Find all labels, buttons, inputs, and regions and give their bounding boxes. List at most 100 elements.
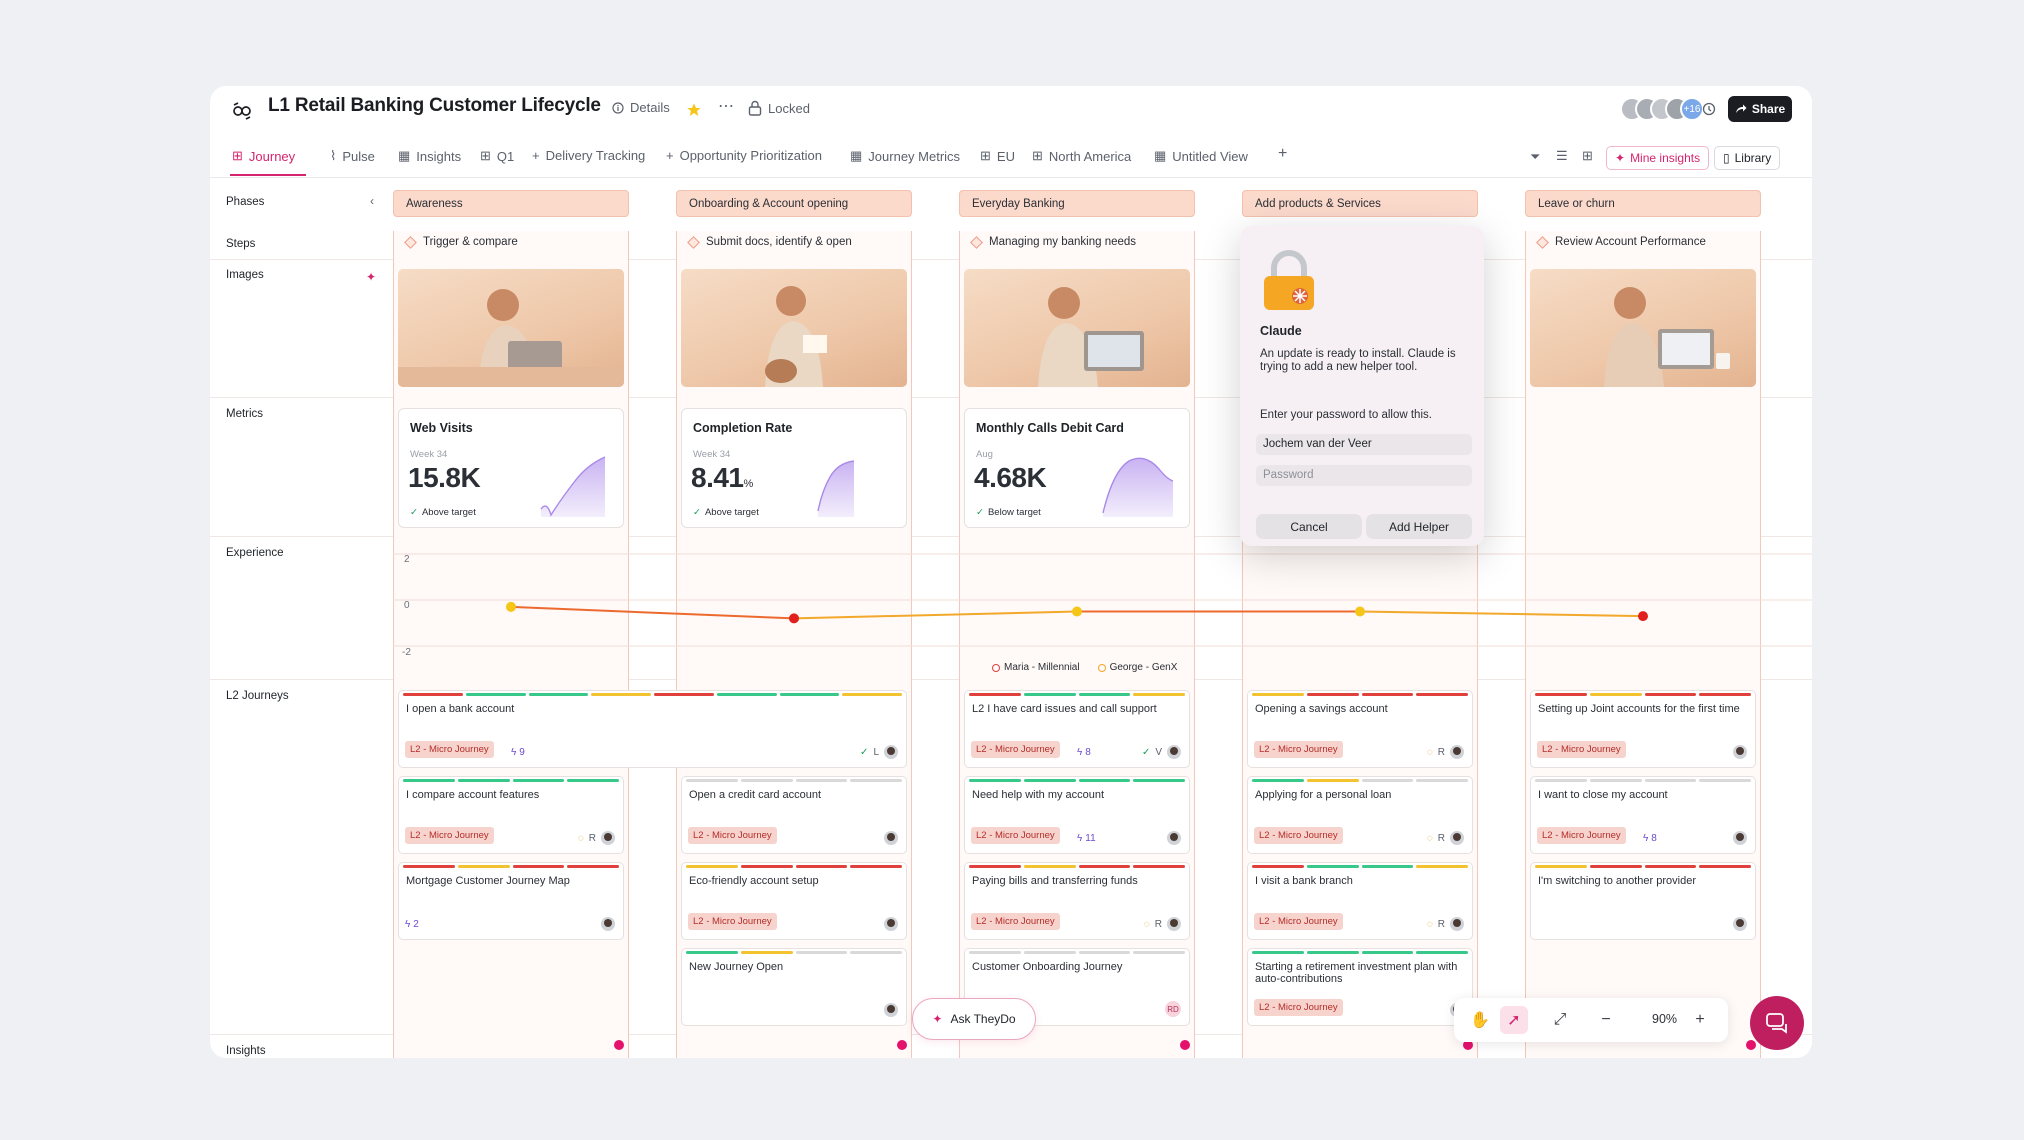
tab-eu[interactable]: ⊞ EU: [980, 148, 1015, 164]
tab-journey-metrics[interactable]: ▦ Journey Metrics: [850, 148, 960, 164]
persona-image[interactable]: [398, 269, 624, 387]
experience-point[interactable]: [1638, 611, 1648, 622]
zoom-in-icon[interactable]: +: [1695, 1011, 1705, 1028]
journey-card[interactable]: I compare account features L2 - Micro Jou…: [398, 776, 624, 854]
insight-marker[interactable]: [614, 1040, 624, 1050]
tab-untitled-view[interactable]: ▦ Untitled View: [1154, 148, 1248, 164]
details-button[interactable]: Details: [612, 100, 670, 115]
step-item[interactable]: Submit docs, identify & open: [681, 228, 907, 256]
ask-theydo-button[interactable]: ✦ Ask TheyDo: [912, 998, 1036, 1040]
journey-sentiment-bars: [969, 779, 1185, 782]
journey-meta: [601, 917, 615, 931]
journey-card[interactable]: Paying bills and transferring funds L2 - …: [964, 862, 1190, 940]
journey-card[interactable]: I open a bank account L2 - Micro Journey ϟ…: [398, 690, 907, 768]
journey-card[interactable]: I'm switching to another provider: [1530, 862, 1756, 940]
micro-journey-tag: L2 - Micro Journey: [1254, 913, 1343, 930]
step-item[interactable]: Trigger & compare: [398, 228, 624, 256]
sentiment-bar: [465, 693, 526, 696]
experience-point[interactable]: [1072, 606, 1082, 617]
locked-button[interactable]: Locked: [748, 100, 810, 116]
step-diamond-icon: [687, 235, 700, 249]
metric-card[interactable]: Completion Rate Week 34 8.41% ✓ Above tar…: [681, 408, 907, 528]
journey-card[interactable]: L2 I have card issues and call support L2…: [964, 690, 1190, 768]
cancel-button[interactable]: Cancel: [1256, 514, 1362, 539]
library-button[interactable]: ▯ Library: [1714, 146, 1781, 170]
tab-insights[interactable]: ▦ Insights: [398, 148, 461, 164]
mine-insights-button[interactable]: ✦ Mine insights: [1606, 146, 1710, 170]
journey-card[interactable]: Open a credit card account L2 - Micro Jou…: [681, 776, 907, 854]
sparkle-icon[interactable]: ✦: [366, 270, 377, 284]
insight-marker[interactable]: [1746, 1040, 1756, 1050]
filter-icon[interactable]: ⏷: [1530, 149, 1541, 164]
insight-marker[interactable]: [897, 1040, 907, 1050]
tab-journey[interactable]: ⊞ Journey: [232, 148, 295, 164]
journey-card[interactable]: Mortgage Customer Journey Map ϟ 2: [398, 862, 624, 940]
collaborator-avatars[interactable]: +16: [1620, 97, 1704, 121]
journey-card[interactable]: Opening a savings account L2 - Micro Jour…: [1247, 690, 1473, 768]
more-icon[interactable]: ⋯: [718, 98, 734, 115]
journey-card[interactable]: Starting a retirement investment plan wi…: [1247, 948, 1473, 1026]
sentiment-bar: [1306, 779, 1359, 782]
legend-item: Maria - Millennial: [992, 662, 1080, 673]
settings-sliders-icon[interactable]: ☰: [1556, 148, 1568, 163]
journey-card[interactable]: Eco-friendly account setup L2 - Micro Jou…: [681, 862, 907, 940]
fit-screen-icon[interactable]: ⤢: [1553, 1011, 1567, 1028]
phase-header[interactable]: Add products & Services: [1242, 190, 1478, 217]
step-item[interactable]: Managing my banking needs: [964, 228, 1190, 256]
journey-title: I visit a bank branch: [1255, 875, 1353, 887]
sentiment-bar: [1361, 865, 1414, 868]
chat-button[interactable]: [1750, 996, 1804, 1050]
mine-insights-label: Mine insights: [1630, 151, 1701, 165]
phase-header[interactable]: Everyday Banking: [959, 190, 1195, 217]
map-view-icon[interactable]: ⊞: [1582, 148, 1593, 163]
sentiment-bar: [850, 865, 902, 868]
journey-title: L2 I have card issues and call support: [972, 703, 1157, 715]
experience-point[interactable]: [789, 613, 799, 624]
status-letter: R: [1437, 832, 1445, 844]
zoom-out-icon[interactable]: −: [1601, 1011, 1611, 1028]
password-field[interactable]: Password: [1256, 465, 1472, 486]
lock-icon: [1264, 250, 1314, 310]
persona-image[interactable]: [681, 269, 907, 387]
journey-card[interactable]: Applying for a personal loan L2 - Micro J…: [1247, 776, 1473, 854]
select-tool-icon[interactable]: ➚: [1500, 1006, 1528, 1034]
tab-label: EU: [996, 148, 1015, 164]
tab-q1[interactable]: ⊞ Q1: [480, 148, 514, 164]
insight-marker[interactable]: [1463, 1040, 1473, 1050]
step-item[interactable]: Review Account Performance: [1530, 228, 1756, 256]
journey-card[interactable]: I visit a bank branch L2 - Micro Journey ◌…: [1247, 862, 1473, 940]
step-diamond-icon: [404, 235, 417, 249]
persona-image[interactable]: [964, 269, 1190, 387]
sentiment-bar: [842, 693, 902, 696]
username-field[interactable]: Jochem van der Veer: [1256, 434, 1472, 455]
experience-point[interactable]: [1355, 606, 1365, 617]
tab-north-america[interactable]: ⊞ North America: [1032, 148, 1131, 164]
journey-card[interactable]: New Journey Open: [681, 948, 907, 1026]
tab-delivery-tracking[interactable]: + Delivery Tracking: [532, 148, 645, 163]
phase-header[interactable]: Onboarding & Account opening: [676, 190, 912, 217]
journey-card[interactable]: I want to close my account L2 - Micro Jou…: [1530, 776, 1756, 854]
share-button[interactable]: Share: [1728, 96, 1792, 122]
phase-header[interactable]: Awareness: [393, 190, 629, 217]
persona-image[interactable]: [1530, 269, 1756, 387]
theydo-logo-icon[interactable]: [230, 99, 254, 123]
tab-pulse[interactable]: ⌇ Pulse: [330, 148, 375, 164]
star-icon[interactable]: [686, 102, 702, 118]
hand-tool-icon[interactable]: ✋: [1470, 1012, 1490, 1029]
metric-card[interactable]: Web Visits Week 34 15.8K ✓ Above target: [398, 408, 624, 528]
add-helper-button[interactable]: Add Helper: [1366, 514, 1472, 539]
sentiment-bar: [850, 951, 902, 954]
journey-card[interactable]: Customer Onboarding Journey RD: [964, 948, 1190, 1026]
metric-card[interactable]: Monthly Calls Debit Card Aug 4.68K ✓ Belo…: [964, 408, 1190, 528]
journey-card[interactable]: Need help with my account L2 - Micro Jour…: [964, 776, 1190, 854]
experience-point[interactable]: [506, 601, 516, 612]
phase-header[interactable]: Leave or churn: [1525, 190, 1761, 217]
collapse-chevron-icon[interactable]: ‹: [370, 194, 374, 208]
journey-card[interactable]: Setting up Joint accounts for the first …: [1530, 690, 1756, 768]
tab-opportunity-prioritization[interactable]: + Opportunity Prioritization: [666, 148, 822, 163]
woman-documents-illustration: [765, 286, 827, 387]
history-icon[interactable]: [1702, 102, 1716, 116]
locked-label: Locked: [768, 100, 810, 116]
add-view-button[interactable]: +: [1278, 145, 1288, 162]
insight-marker[interactable]: [1180, 1040, 1190, 1050]
